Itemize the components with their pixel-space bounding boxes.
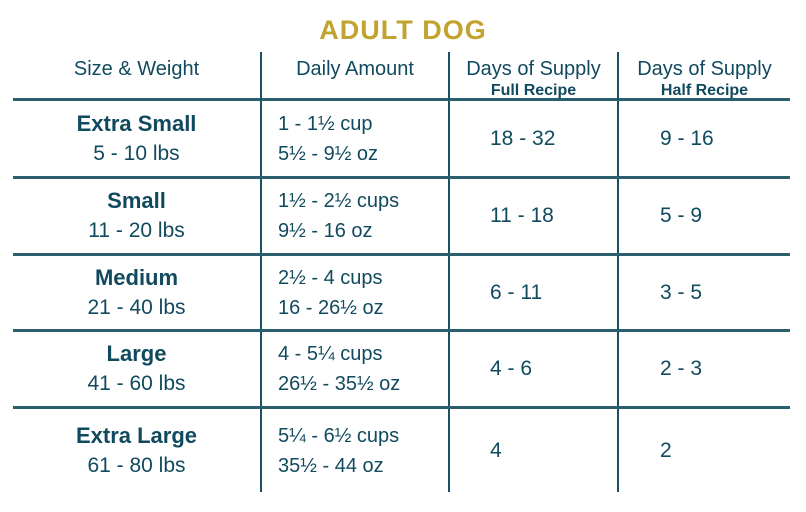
days-half-value: 3 - 5: [660, 280, 703, 304]
days-full-cell: 4: [448, 409, 617, 492]
days-full-value: 4: [490, 438, 502, 462]
size-name: Small: [107, 188, 166, 213]
days-half-cell: 9 - 16: [617, 101, 790, 176]
days-half-cell: 2: [617, 409, 790, 492]
page-title: ADULT DOG: [319, 15, 487, 45]
days-half-cell: 5 - 9: [617, 179, 790, 253]
weight-range: 11 - 20 lbs: [88, 219, 185, 242]
size-name: Large: [106, 341, 167, 366]
column-header-days-full: Days of Supply Full Recipe: [448, 52, 617, 100]
table-row: Small 11 - 20 lbs 1½ - 2½ cups 9½ - 16 o…: [13, 179, 790, 256]
amount-cups: 4 - 5¼ cups: [278, 343, 383, 365]
amount-oz: 5½ - 9½ oz: [278, 142, 379, 165]
size-cell: Medium 21 - 40 lbs: [13, 256, 260, 329]
header-label: Days of Supply: [637, 58, 772, 80]
days-full-cell: 4 - 6: [448, 332, 617, 406]
amount-oz: 9½ - 16 oz: [278, 220, 373, 242]
days-half-value: 5 - 9: [660, 204, 703, 227]
weight-range: 21 - 40 lbs: [87, 295, 186, 319]
feeding-table: Size & Weight Daily Amount Days of Suppl…: [13, 52, 790, 492]
days-full-cell: 6 - 11: [448, 256, 617, 329]
daily-amount-cell: 2½ - 4 cups 16 - 26½ oz: [260, 256, 448, 329]
amount-cups: 1½ - 2½ cups: [278, 190, 400, 212]
header-sublabel: Half Recipe: [660, 82, 749, 99]
size-name: Extra Small: [76, 110, 197, 136]
size-name: Medium: [94, 264, 179, 290]
size-cell: Small 11 - 20 lbs: [13, 179, 260, 253]
header-label: Days of Supply: [466, 58, 601, 80]
days-full-value: 4 - 6: [490, 357, 533, 380]
header-sublabel: Full Recipe: [490, 82, 577, 99]
amount-oz: 35½ - 44 oz: [278, 454, 384, 477]
table-row: Extra Large 61 - 80 lbs 5¼ - 6½ cups 35½…: [13, 409, 790, 492]
amount-cups: 1 - 1½ cup: [278, 112, 373, 135]
days-full-cell: 11 - 18: [448, 179, 617, 253]
weight-range: 5 - 10 lbs: [93, 141, 180, 165]
days-full-cell: 18 - 32: [448, 101, 617, 176]
daily-amount-cell: 1 - 1½ cup 5½ - 9½ oz: [260, 101, 448, 176]
header-label: Daily Amount: [296, 58, 414, 80]
days-half-cell: 3 - 5: [617, 256, 790, 329]
days-full-value: 18 - 32: [490, 126, 556, 150]
weight-range: 41 - 60 lbs: [87, 372, 186, 395]
table-row: Large 41 - 60 lbs 4 - 5¼ cups 26½ - 35½ …: [13, 332, 790, 409]
size-cell: Extra Large 61 - 80 lbs: [13, 409, 260, 492]
column-header-size-weight: Size & Weight: [13, 52, 260, 100]
days-half-cell: 2 - 3: [617, 332, 790, 406]
header-row: Size & Weight Daily Amount Days of Suppl…: [13, 52, 790, 101]
amount-cups: 2½ - 4 cups: [278, 266, 383, 289]
amount-oz: 26½ - 35½ oz: [278, 373, 401, 395]
amount-cups: 5¼ - 6½ cups: [278, 424, 400, 447]
amount-oz: 16 - 26½ oz: [278, 296, 384, 319]
daily-amount-cell: 5¼ - 6½ cups 35½ - 44 oz: [260, 409, 448, 492]
size-cell: Large 41 - 60 lbs: [13, 332, 260, 406]
daily-amount-cell: 1½ - 2½ cups 9½ - 16 oz: [260, 179, 448, 253]
size-cell: Extra Small 5 - 10 lbs: [13, 101, 260, 176]
days-half-value: 2: [660, 438, 672, 462]
column-header-daily-amount: Daily Amount: [260, 52, 448, 100]
header-label: Size & Weight: [73, 58, 200, 80]
days-full-value: 6 - 11: [490, 280, 543, 304]
table-row: Medium 21 - 40 lbs 2½ - 4 cups 16 - 26½ …: [13, 256, 790, 332]
days-full-value: 11 - 18: [490, 204, 554, 227]
size-name: Extra Large: [75, 422, 198, 448]
days-half-value: 2 - 3: [660, 357, 703, 380]
column-header-days-half: Days of Supply Half Recipe: [617, 52, 790, 100]
weight-range: 61 - 80 lbs: [87, 453, 186, 477]
days-half-value: 9 - 16: [660, 126, 714, 150]
table-row: Extra Small 5 - 10 lbs 1 - 1½ cup 5½ - 9…: [13, 101, 790, 179]
feeding-chart: ADULT DOG Size & Weight Daily Amount Day…: [0, 15, 806, 512]
daily-amount-cell: 4 - 5¼ cups 26½ - 35½ oz: [260, 332, 448, 406]
